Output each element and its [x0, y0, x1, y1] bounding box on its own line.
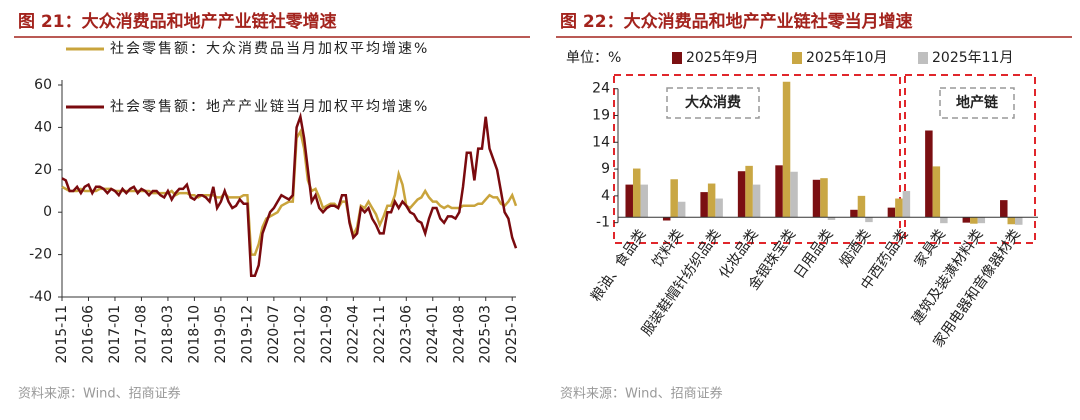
bar [745, 165, 753, 218]
bar [1007, 217, 1016, 225]
bar [1000, 200, 1008, 218]
bar [737, 171, 746, 218]
x-tick-label: 2018-10 [186, 305, 202, 364]
bar [925, 130, 933, 218]
x-tick-label: 2016-06 [80, 305, 96, 364]
source: 资料来源：Wind、招商证券 [18, 386, 181, 402]
y-tick-label: 20 [34, 162, 52, 178]
annotation: 地产链 [956, 94, 999, 111]
bar [865, 217, 873, 223]
legend-swatch [672, 52, 682, 64]
bar [887, 207, 896, 218]
legend-label: 社会零售额：地产产业链当月加权平均增速% [110, 99, 429, 115]
y-tick-label: 0 [43, 204, 52, 220]
x-tick-label: 日用品类 [791, 227, 836, 282]
bar [640, 184, 648, 218]
bar [790, 171, 798, 218]
x-tick-label: 2025-10 [504, 305, 520, 364]
bar [707, 183, 716, 218]
bar [715, 198, 723, 218]
legend-label: 2025年9月 [686, 50, 759, 66]
bar [857, 195, 866, 218]
x-tick-label: 2019-05 [213, 305, 229, 364]
x-tick-label: 2021-09 [319, 305, 335, 364]
bar [902, 191, 911, 218]
group-box [613, 74, 901, 244]
x-tick-label: 2025-03 [478, 305, 494, 364]
legend-label: 社会零售额：大众消费品当月加权平均增速% [110, 41, 429, 57]
unit-label: 单位：% [566, 50, 621, 66]
chart-title: 图 21：大众消费品和地产产业链社零增速 [18, 11, 337, 32]
legend-label: 2025年10月 [806, 50, 887, 66]
chart-title: 图 22：大众消费品和地产产业链社零当月增速 [560, 11, 913, 32]
legend-swatch [792, 52, 802, 64]
bar [700, 192, 708, 218]
bar [940, 217, 948, 224]
annotation-box [939, 87, 1015, 119]
bar [670, 179, 678, 218]
bar [850, 209, 858, 218]
y-tick-label: 60 [34, 77, 52, 93]
y-tick-label: 4 [601, 188, 610, 204]
x-tick-label: 2022-11 [372, 305, 388, 364]
bar [932, 166, 941, 218]
x-tick-label: 烟酒类 [837, 227, 874, 271]
y-tick-label: 40 [34, 119, 52, 135]
x-tick-label: 粮油、食品类 [587, 226, 649, 305]
bar [962, 217, 971, 223]
bar [827, 217, 836, 220]
bar [820, 178, 828, 218]
y-tick-label: 19 [592, 108, 610, 124]
x-tick-label: 2024-01 [425, 305, 441, 364]
series-line [61, 128, 518, 256]
bar [752, 184, 761, 218]
x-tick-label: 2015-11 [54, 305, 70, 364]
x-tick-label: 2019-12 [239, 305, 255, 364]
group-box [904, 74, 1036, 244]
bar [632, 168, 641, 218]
y-tick-label: -1 [596, 215, 610, 231]
annotation: 大众消费 [685, 94, 741, 111]
bar [970, 217, 978, 224]
bar [662, 217, 671, 221]
x-tick-label: 2021-02 [292, 305, 308, 364]
y-tick-label: -20 [29, 247, 52, 263]
x-tick-label: 饮料类 [650, 227, 687, 271]
series-line [61, 111, 518, 278]
x-tick-label: 2017-08 [133, 305, 149, 364]
x-tick-label: 2024-08 [451, 305, 467, 364]
x-tick-label: 2017-01 [107, 305, 123, 364]
y-tick-label: 14 [592, 134, 610, 150]
y-tick-label: -40 [29, 289, 52, 305]
x-tick-label: 2022-04 [345, 305, 361, 364]
source: 资料来源：Wind、招商证券 [560, 386, 723, 402]
x-tick-label: 2018-03 [160, 305, 176, 364]
legend-label: 2025年11月 [932, 50, 1013, 66]
x-tick-label: 家具类 [911, 226, 949, 270]
bar [895, 198, 903, 218]
bar [677, 201, 686, 218]
y-tick-label: 9 [601, 161, 610, 177]
y-tick-label: 24 [592, 81, 610, 97]
bar [782, 81, 791, 218]
bar [775, 165, 783, 218]
bar [625, 184, 633, 218]
annotation-box [666, 87, 760, 119]
legend-swatch [918, 52, 928, 64]
bar [812, 179, 821, 218]
x-tick-label: 2023-06 [398, 305, 414, 364]
bar [1015, 217, 1023, 225]
x-tick-label: 2020-07 [266, 305, 282, 364]
bar [977, 217, 986, 224]
